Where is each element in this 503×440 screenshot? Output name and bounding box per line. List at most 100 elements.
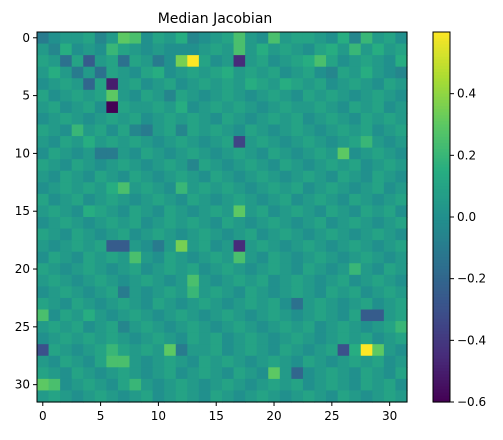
heatmap-cell [48, 332, 61, 345]
heatmap-cell [360, 136, 373, 149]
heatmap-cell [222, 66, 235, 79]
heatmap-cell [268, 251, 281, 264]
heatmap-cell [395, 263, 408, 276]
heatmap-cell [71, 390, 84, 403]
heatmap-cell [83, 263, 96, 276]
heatmap-cell [337, 332, 350, 345]
colorbar-segment [433, 115, 450, 119]
heatmap-cell [326, 263, 339, 276]
heatmap-cell [94, 89, 107, 102]
heatmap-cell [175, 378, 188, 392]
heatmap-cell [337, 159, 350, 172]
colorbar-segment [433, 139, 450, 144]
heatmap-cell [117, 170, 131, 183]
heatmap-cell [395, 147, 408, 160]
heatmap-cell [175, 390, 188, 403]
heatmap-cell [279, 124, 292, 137]
heatmap-cell [187, 89, 200, 102]
heatmap-cell [152, 43, 165, 56]
heatmap-cell [360, 390, 373, 403]
colorbar-tick-label: 0.2 [457, 148, 476, 162]
heatmap-cell [71, 344, 84, 357]
x-tick-label: 30 [382, 409, 397, 423]
heatmap-cell [210, 124, 223, 137]
heatmap-cell [117, 251, 131, 264]
heatmap-cell [222, 321, 235, 334]
heatmap-cell [210, 251, 223, 264]
heatmap-cell [71, 367, 84, 380]
heatmap-cell [94, 136, 107, 149]
heatmap-cell [48, 344, 61, 357]
heatmap-cell [141, 274, 154, 287]
heatmap-cell [106, 112, 119, 126]
heatmap-cell [94, 309, 107, 322]
heatmap-cell [222, 228, 235, 241]
heatmap-cell [152, 332, 165, 345]
heatmap-cell [60, 390, 73, 403]
heatmap-cell [360, 205, 373, 218]
heatmap-cell [37, 309, 50, 322]
colorbar-segment [433, 377, 450, 382]
heatmap-cell [106, 367, 119, 380]
heatmap-cell [60, 355, 73, 368]
heatmap-cell [129, 297, 142, 311]
heatmap-cell [279, 136, 292, 149]
heatmap-cell [314, 78, 327, 91]
heatmap-cell [60, 286, 73, 299]
heatmap-cell [187, 43, 200, 56]
heatmap-cell [268, 367, 281, 380]
heatmap-cell [175, 182, 188, 195]
colorbar-segment [433, 207, 450, 212]
colorbar-segment [433, 287, 450, 292]
heatmap-cell [129, 55, 142, 68]
colorbar-segment [433, 229, 450, 234]
heatmap-cell [37, 378, 50, 392]
colorbar-segment [433, 257, 450, 261]
heatmap-cell [360, 112, 373, 126]
heatmap-cell [302, 251, 316, 264]
heatmap-cell [48, 205, 61, 218]
heatmap-cell [141, 321, 154, 334]
heatmap-cell [164, 78, 177, 91]
heatmap-cell [48, 89, 61, 102]
heatmap-cell [129, 101, 142, 114]
heatmap-cell [233, 159, 246, 172]
heatmap-cell [256, 124, 269, 137]
heatmap-cell [37, 193, 50, 207]
heatmap-cell [175, 193, 188, 207]
colorbar-segment [433, 62, 450, 67]
heatmap-cell [83, 240, 96, 253]
heatmap-cell [117, 240, 131, 253]
heatmap-cell [210, 321, 223, 334]
heatmap-cell [302, 112, 316, 126]
heatmap-cell [141, 344, 154, 357]
heatmap-cell [187, 159, 200, 172]
heatmap-cell [129, 274, 142, 287]
heatmap-cell [94, 240, 107, 253]
heatmap-cell [71, 297, 84, 311]
heatmap-cell [37, 344, 50, 357]
heatmap-cell [117, 89, 131, 102]
heatmap-cell [268, 286, 281, 299]
heatmap-cell [383, 193, 397, 207]
heatmap-cell [383, 332, 397, 345]
colorbar-segment [433, 291, 450, 295]
colorbar-segment [433, 173, 450, 178]
heatmap-cell [210, 159, 223, 172]
heatmap-cell [279, 378, 292, 392]
heatmap-cell [60, 240, 73, 253]
heatmap-cell [71, 240, 84, 253]
heatmap-cell [141, 297, 154, 311]
heatmap-cell [37, 147, 50, 160]
heatmap-cell [222, 286, 235, 299]
heatmap-cell [337, 217, 350, 230]
y-tick-label: 5 [22, 89, 30, 103]
colorbar-segment [433, 247, 450, 252]
colorbar-segment [433, 213, 450, 218]
heatmap-cell [152, 101, 165, 114]
heatmap-cell [60, 263, 73, 276]
colorbar-segment [433, 112, 450, 116]
heatmap-cell [302, 332, 316, 345]
heatmap-cell [279, 390, 292, 403]
heatmap-cell [94, 321, 107, 334]
